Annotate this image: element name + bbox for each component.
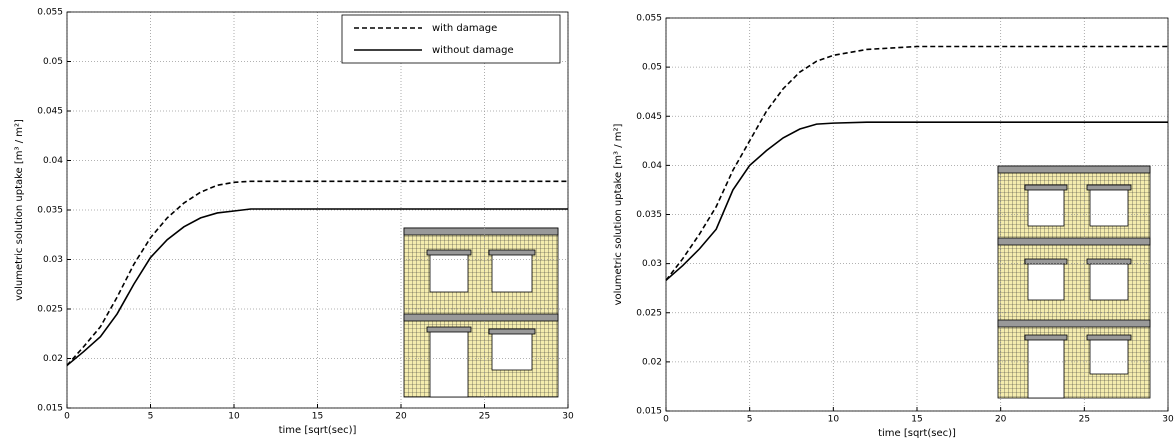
x-tick-label: 20 [395, 412, 407, 422]
x-tick-label: 15 [911, 415, 922, 425]
data-line [665, 121, 1168, 281]
y-tick-label: 0.05 [642, 63, 662, 73]
y-tick-label: 0.025 [37, 305, 63, 315]
y-tick-label: 0.045 [636, 112, 662, 122]
y-tick-label: 0.055 [636, 14, 662, 24]
x-tick-label: 25 [1079, 415, 1090, 425]
x-axis-label: time [sqrt(sec)] [279, 425, 357, 436]
x-tick-label: 5 [148, 412, 154, 422]
x-tick-label: 25 [479, 412, 490, 422]
y-axis-label: volumetric solution uptake [m³ / m²] [14, 119, 25, 301]
y-tick-label: 0.02 [43, 354, 63, 364]
data-line [665, 45, 1168, 281]
x-axis-label: time [sqrt(sec)] [878, 428, 956, 439]
plot-frame [665, 17, 1169, 412]
x-tick-label: 20 [995, 415, 1007, 425]
building-inset [997, 165, 1151, 399]
y-axis-label: volumetric solution uptake [m³ / m²] [613, 123, 624, 305]
data-line [66, 180, 568, 366]
building-inset [403, 227, 559, 398]
data-line [66, 208, 568, 367]
legend-label: without damage [432, 45, 514, 56]
plot-frame [66, 11, 569, 409]
y-tick-label: 0.025 [636, 308, 662, 318]
y-tick-label: 0.04 [642, 161, 662, 171]
x-tick-label: 10 [828, 415, 840, 425]
x-tick-label: 30 [1162, 415, 1174, 425]
y-tick-label: 0.03 [642, 259, 662, 269]
y-tick-label: 0.035 [37, 206, 63, 216]
y-tick-label: 0.045 [37, 107, 63, 117]
x-tick-label: 10 [228, 412, 240, 422]
x-tick-label: 5 [747, 415, 753, 425]
x-tick-label: 15 [312, 412, 323, 422]
y-tick-label: 0.05 [43, 57, 63, 67]
y-tick-label: 0.015 [37, 404, 63, 414]
x-tick-label: 0 [663, 415, 669, 425]
y-tick-label: 0.015 [636, 407, 662, 417]
y-tick-label: 0.03 [43, 255, 63, 265]
y-tick-label: 0.055 [37, 8, 63, 18]
legend-label: with damage [432, 23, 497, 34]
x-tick-label: 0 [64, 412, 70, 422]
legend-box [341, 14, 561, 64]
y-tick-label: 0.04 [43, 156, 63, 166]
x-tick-label: 30 [562, 412, 574, 422]
y-tick-label: 0.02 [642, 357, 662, 367]
y-tick-label: 0.035 [636, 210, 662, 220]
